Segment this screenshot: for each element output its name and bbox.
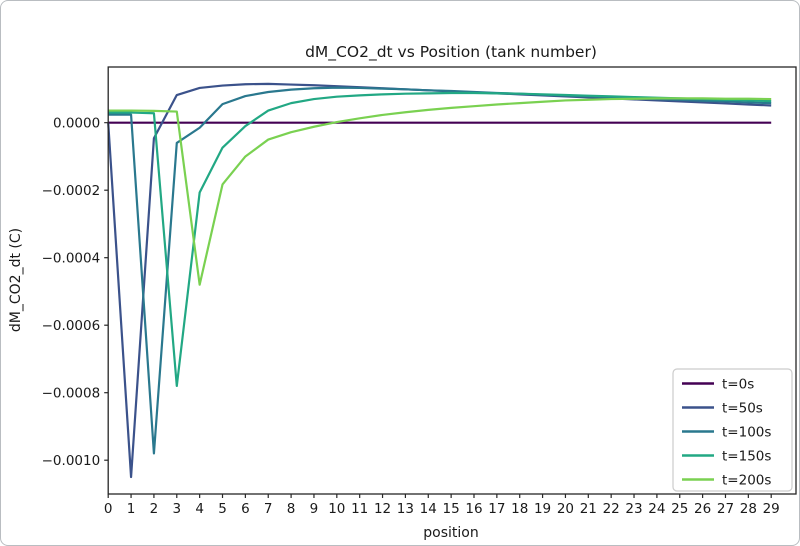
legend-frame: [672, 368, 793, 492]
x-tick-label: 26: [694, 501, 711, 517]
x-tick-label: 16: [465, 501, 482, 517]
x-tick-label: 19: [534, 501, 551, 517]
series-line-t=200s: [108, 97, 772, 286]
y-axis-title: dM_CO2_dt (C): [8, 228, 24, 332]
legend: t=0s t=50s t=100s t=150s t=200s: [672, 368, 793, 492]
legend-label: t=150s: [722, 448, 771, 464]
legend-entry: t=50s: [682, 400, 763, 416]
x-tick-label: 5: [218, 501, 227, 517]
series-line-t=100s: [108, 86, 772, 455]
x-tick-label: 8: [287, 501, 296, 517]
x-tick-label: 9: [310, 501, 319, 517]
y-tick-label: −0.0004: [42, 251, 101, 267]
x-tick-label: 21: [580, 501, 597, 517]
x-tick-label: 27: [717, 501, 734, 517]
x-tick-label: 25: [671, 501, 688, 517]
legend-entry: t=100s: [682, 424, 771, 440]
x-tick-label: 23: [625, 501, 642, 517]
legend-label: t=50s: [722, 400, 763, 416]
x-tick-label: 4: [195, 501, 204, 517]
x-tick-label: 14: [420, 501, 437, 517]
x-tick-label: 11: [351, 501, 368, 517]
chart-title: dM_CO2_dt vs Position (tank number): [305, 43, 597, 62]
series-line-t=150s: [108, 91, 772, 388]
legend-entry: t=200s: [682, 472, 771, 488]
series-line-t=50s: [107, 82, 772, 479]
x-tick-label: 1: [127, 501, 136, 517]
x-tick-label: 17: [488, 501, 505, 517]
x-tick-label: 24: [648, 501, 665, 517]
x-tick-label: 18: [511, 501, 528, 517]
legend-entry: t=150s: [682, 448, 771, 464]
x-tick-label: 6: [241, 501, 250, 517]
x-axis-title: position: [423, 525, 478, 541]
y-tick-label: 0.0000: [53, 116, 100, 132]
x-tick-label: 22: [603, 501, 620, 517]
x-tick-label: 2: [150, 501, 159, 517]
x-tick-label: 3: [172, 501, 181, 517]
y-tick-label: −0.0006: [42, 318, 101, 334]
y-tick-label: −0.0002: [42, 183, 101, 199]
legend-label: t=200s: [722, 472, 771, 488]
plot-area: 0 1 2 3 4 5 6 7 8 9 10 11 12 13 14 15 16 17 18 19 20 21 22 23 24…: [42, 66, 797, 517]
x-tick-label: 13: [397, 501, 414, 517]
x-tick-label: 20: [557, 501, 574, 517]
x-tick-label: 29: [763, 501, 780, 517]
axes-spines: [107, 66, 797, 495]
legend-label: t=0s: [722, 376, 754, 392]
y-tick-label: −0.0008: [42, 386, 101, 402]
x-tick-label: 15: [443, 501, 460, 517]
x-tick-label: 10: [328, 501, 345, 517]
legend-label: t=100s: [722, 424, 771, 440]
x-tick-label: 7: [264, 501, 273, 517]
x-tick-label: 12: [374, 501, 391, 517]
x-tick-label: 28: [740, 501, 757, 517]
x-tick-label: 0: [104, 501, 113, 517]
y-tick-label: −0.0010: [42, 453, 101, 469]
legend-entry: t=0s: [682, 376, 754, 392]
